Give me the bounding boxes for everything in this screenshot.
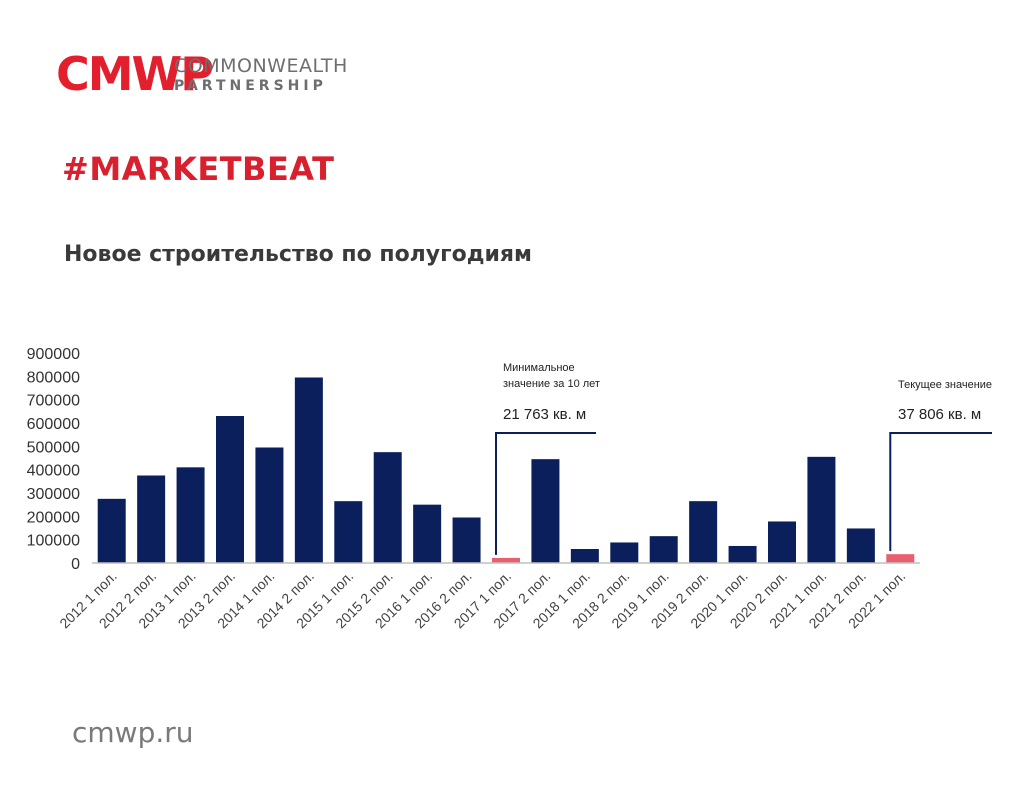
bar bbox=[531, 459, 560, 563]
bar bbox=[413, 504, 442, 563]
y-tick-label: 200000 bbox=[27, 509, 80, 526]
bar bbox=[846, 528, 875, 563]
min-annotation-value: 21 763 кв. м bbox=[503, 406, 587, 423]
min-annotation-line2: значение за 10 лет bbox=[503, 378, 600, 390]
bar bbox=[728, 545, 757, 563]
chart-title: Новое строительство по полугодиям bbox=[64, 242, 533, 267]
bar-highlighted bbox=[492, 557, 520, 563]
min-annotation-line1: Минимальное bbox=[503, 362, 575, 374]
y-tick-label: 700000 bbox=[27, 393, 80, 410]
logo-text: COMMONWEALTH PARTNERSHIP bbox=[174, 56, 348, 96]
hashtag-title: #MARKETBEAT bbox=[62, 150, 335, 188]
current-annotation-line bbox=[889, 432, 992, 552]
bar bbox=[649, 536, 678, 563]
min-annotation-line bbox=[495, 432, 596, 555]
bar bbox=[689, 501, 718, 563]
bar bbox=[137, 475, 166, 563]
y-tick-label: 500000 bbox=[27, 439, 80, 456]
bar-chart: 900000 800000 700000 600000 500000 400000 3000… bbox=[27, 346, 992, 631]
bar bbox=[294, 377, 323, 563]
bar bbox=[807, 456, 836, 563]
y-tick-label: 100000 bbox=[27, 533, 80, 550]
current-annotation-value: 37 806 кв. м bbox=[898, 406, 982, 423]
bar bbox=[97, 498, 126, 563]
bar bbox=[216, 416, 244, 563]
bar bbox=[768, 521, 796, 563]
bar bbox=[176, 467, 205, 563]
logo: CMWP COMMONWEALTH PARTNERSHIP bbox=[56, 44, 376, 104]
bar bbox=[255, 447, 284, 563]
logo-line1: COMMONWEALTH bbox=[174, 55, 348, 77]
current-annotation-label: Текущее значение bbox=[898, 379, 993, 391]
bar bbox=[334, 501, 363, 563]
y-tick-label: 800000 bbox=[27, 369, 80, 386]
y-tick-label: 0 bbox=[71, 556, 80, 573]
y-tick-label: 900000 bbox=[27, 346, 80, 363]
y-tick-label: 300000 bbox=[27, 486, 80, 503]
bar bbox=[570, 549, 599, 563]
logo-line2: PARTNERSHIP bbox=[174, 78, 327, 94]
y-tick-label: 600000 bbox=[27, 416, 80, 433]
logo-mark: CMWP bbox=[56, 47, 214, 101]
website-link[interactable]: cmwp.ru bbox=[72, 716, 194, 749]
bar bbox=[452, 517, 481, 563]
bar-highlighted bbox=[886, 554, 915, 563]
min-annotation-label: Минимальное значение за 10 лет bbox=[503, 360, 600, 392]
y-tick-label: 400000 bbox=[27, 463, 80, 480]
bar bbox=[610, 542, 639, 563]
bar bbox=[373, 452, 402, 563]
